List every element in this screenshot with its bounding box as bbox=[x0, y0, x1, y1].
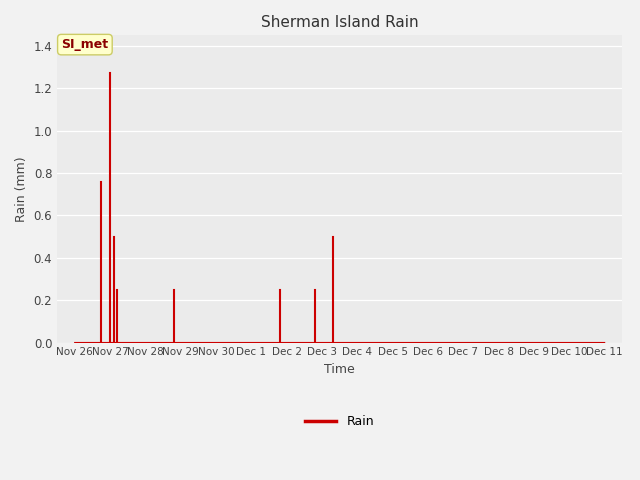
Y-axis label: Rain (mm): Rain (mm) bbox=[15, 156, 28, 222]
X-axis label: Time: Time bbox=[324, 363, 355, 376]
Legend: Rain: Rain bbox=[300, 410, 379, 433]
Title: Sherman Island Rain: Sherman Island Rain bbox=[261, 15, 419, 30]
Text: SI_met: SI_met bbox=[61, 38, 108, 51]
